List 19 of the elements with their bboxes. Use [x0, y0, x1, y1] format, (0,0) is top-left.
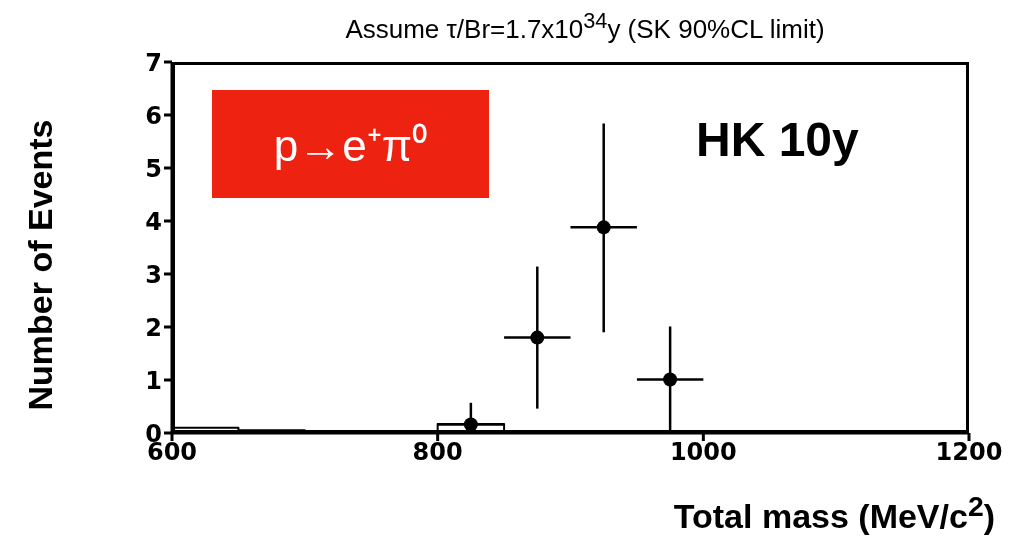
y-tick-label: 4 [145, 207, 162, 236]
point [663, 372, 678, 387]
y-tick-label: 5 [145, 154, 162, 183]
point [463, 417, 478, 432]
x-tick-label: 1200 [935, 438, 1003, 467]
y-tick-label: 3 [145, 260, 162, 289]
y-tick-label: 6 [145, 101, 162, 130]
annotation: HK 10y [696, 112, 859, 167]
y-tick-label: 7 [145, 48, 162, 77]
point [530, 330, 545, 345]
x-axis-title: Total mass (MeV/c$^{2}$) [673, 490, 995, 537]
y-tick-label: 2 [145, 313, 162, 342]
point [596, 220, 611, 235]
x-tick-label: 800 [412, 438, 463, 467]
x-tick-label: 1000 [669, 438, 737, 467]
annotation: p→e⁺π⁰ [212, 90, 489, 198]
chart-title: Assume τ/Br=1.7x10$^{34}$y (SK 90%CL limit) [344, 8, 826, 45]
y-tick-label: 1 [145, 366, 162, 395]
y-axis-title: Number of Events [20, 119, 60, 411]
